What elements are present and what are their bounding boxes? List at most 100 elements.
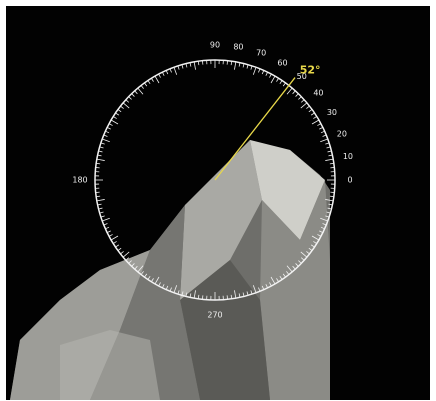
tick	[325, 142, 330, 145]
tick	[313, 116, 317, 119]
tick	[269, 282, 272, 287]
crystal-facet	[180, 140, 262, 300]
tick	[158, 282, 161, 287]
tick	[319, 230, 324, 233]
dial-label: 10	[343, 152, 353, 161]
protractor-labels: 90 80 70 60 50 40 30 20 10 0 180 270	[72, 41, 353, 320]
tick	[98, 150, 103, 153]
tick	[134, 265, 138, 270]
tick	[162, 284, 165, 289]
tick	[308, 109, 313, 113]
tick	[96, 199, 105, 202]
tick	[282, 82, 286, 87]
tick	[311, 119, 320, 125]
tick	[144, 273, 148, 278]
tick	[181, 64, 184, 69]
tick	[173, 285, 178, 293]
tick	[286, 271, 290, 275]
tick	[185, 63, 188, 68]
tick	[320, 130, 325, 134]
tick	[252, 285, 257, 293]
tick	[151, 78, 154, 82]
tick	[125, 257, 130, 261]
protractor-ticks	[95, 60, 335, 300]
tick	[115, 244, 120, 248]
tick	[158, 73, 161, 78]
tick	[173, 67, 178, 75]
tick	[128, 260, 132, 264]
tick	[137, 265, 144, 273]
tick	[325, 158, 334, 161]
tick	[270, 75, 276, 84]
tick	[317, 234, 322, 237]
tick	[105, 226, 110, 230]
tick	[319, 127, 324, 130]
tick	[327, 207, 332, 210]
tick	[98, 207, 103, 210]
tick	[120, 105, 124, 109]
tick	[242, 292, 245, 297]
tick	[140, 271, 144, 275]
dial-label: 70	[256, 49, 266, 58]
tick	[144, 82, 148, 87]
tick	[329, 195, 334, 198]
tick	[300, 99, 305, 103]
tick	[326, 211, 331, 214]
tick	[328, 154, 333, 157]
tick	[169, 287, 172, 292]
dial-label: 60	[277, 59, 287, 68]
tick	[246, 291, 249, 296]
crystal-facet	[250, 140, 325, 240]
tick	[169, 68, 172, 73]
tick	[189, 293, 192, 298]
tick	[122, 102, 130, 109]
tick	[252, 67, 257, 75]
tick	[322, 223, 327, 226]
tick	[295, 263, 299, 267]
tick	[165, 70, 169, 75]
tick	[103, 223, 108, 226]
tick	[193, 61, 196, 70]
dial-label: 180	[72, 176, 87, 185]
tick	[238, 293, 241, 298]
tick	[97, 154, 102, 157]
tick	[317, 123, 322, 126]
tick	[242, 63, 245, 68]
tick	[300, 257, 305, 261]
tick	[96, 195, 101, 198]
tick	[261, 285, 265, 290]
tick	[117, 247, 122, 251]
tick	[250, 65, 253, 70]
tick	[311, 235, 320, 241]
tick	[295, 93, 299, 97]
tick	[131, 93, 135, 97]
tick	[154, 75, 160, 84]
dial-label: 40	[313, 89, 323, 98]
crystal-facet	[10, 250, 150, 400]
tick	[265, 71, 268, 76]
tick	[181, 291, 184, 296]
tick	[326, 146, 331, 149]
tick	[115, 112, 120, 116]
tick	[97, 203, 102, 206]
tick	[292, 90, 296, 95]
tick	[286, 87, 293, 95]
tick	[279, 80, 283, 85]
tick	[329, 162, 334, 165]
tick	[322, 134, 327, 137]
tick	[230, 61, 233, 66]
tick	[258, 287, 261, 292]
tick	[113, 116, 117, 119]
tick	[306, 251, 310, 255]
crystal	[10, 140, 330, 400]
tick	[313, 241, 317, 244]
tick	[234, 290, 237, 299]
tick	[306, 105, 310, 109]
tick	[189, 62, 192, 67]
crystal-facet	[60, 330, 160, 400]
dial-label: 50	[297, 72, 307, 81]
tick	[258, 68, 261, 73]
tick	[298, 260, 302, 264]
tick	[320, 217, 328, 222]
tick	[99, 211, 104, 214]
